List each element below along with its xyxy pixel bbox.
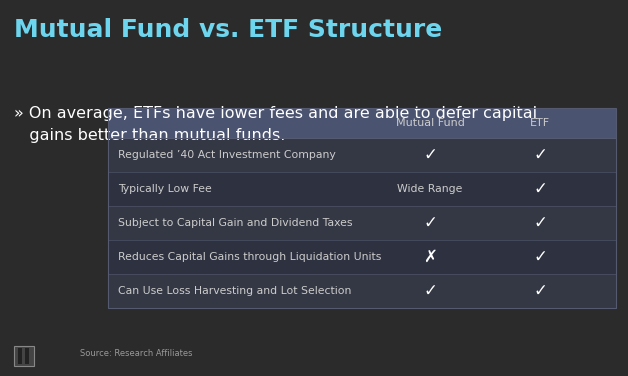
FancyBboxPatch shape [108,206,616,240]
Text: ✓: ✓ [423,214,437,232]
Text: ✓: ✓ [533,214,547,232]
Text: ✓: ✓ [423,282,437,300]
FancyBboxPatch shape [108,108,616,138]
Text: Source: Research Affiliates: Source: Research Affiliates [80,349,193,358]
Text: Wide Range: Wide Range [398,184,463,194]
FancyBboxPatch shape [14,346,34,366]
Text: ✗: ✗ [423,248,437,266]
Text: Regulated ’40 Act Investment Company: Regulated ’40 Act Investment Company [118,150,336,160]
Text: Mutual Fund vs. ETF Structure: Mutual Fund vs. ETF Structure [14,18,442,42]
FancyBboxPatch shape [108,172,616,206]
Text: Can Use Loss Harvesting and Lot Selection: Can Use Loss Harvesting and Lot Selectio… [118,286,352,296]
Text: ✓: ✓ [423,146,437,164]
Text: ✓: ✓ [533,180,547,198]
Text: ETF: ETF [530,118,550,128]
FancyBboxPatch shape [108,274,616,308]
Text: ✓: ✓ [533,282,547,300]
Text: Typically Low Fee: Typically Low Fee [118,184,212,194]
FancyBboxPatch shape [108,138,616,172]
FancyBboxPatch shape [108,240,616,274]
Text: » On average, ETFs have lower fees and are able to defer capital: » On average, ETFs have lower fees and a… [14,106,537,121]
Text: ✓: ✓ [533,146,547,164]
Text: Mutual Fund: Mutual Fund [396,118,465,128]
Text: ✓: ✓ [533,248,547,266]
Text: Subject to Capital Gain and Dividend Taxes: Subject to Capital Gain and Dividend Tax… [118,218,352,228]
FancyBboxPatch shape [25,348,29,364]
Text: Reduces Capital Gains through Liquidation Units: Reduces Capital Gains through Liquidatio… [118,252,381,262]
Text: gains better than mutual funds.: gains better than mutual funds. [14,128,285,143]
FancyBboxPatch shape [18,348,22,364]
